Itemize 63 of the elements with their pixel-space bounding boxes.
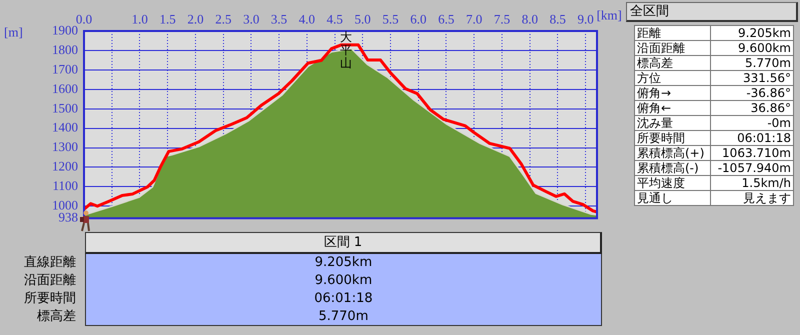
text: 距離	[634, 26, 711, 40]
y-tick-label: 1300	[52, 139, 78, 154]
text: 36.86°	[710, 100, 794, 116]
text: 9.600km	[84, 272, 602, 290]
text: 平均速度	[634, 176, 711, 190]
text: 区間 1	[85, 232, 602, 254]
text: 06:01:18	[84, 290, 602, 308]
text: 俯角→	[634, 86, 711, 100]
text: 1063.710m	[710, 146, 794, 160]
text: 06:01:18	[710, 130, 794, 146]
y-tick-label: 1500	[52, 100, 78, 116]
y-tick-label: 1800	[52, 42, 78, 57]
x-tick-label: 1.5	[159, 12, 176, 27]
x-tick-label: 4.5	[326, 12, 343, 27]
text: 見通し	[634, 190, 711, 206]
x-tick-label: 0.0	[76, 12, 92, 27]
text: -0m	[710, 116, 794, 130]
text: 標高差	[36, 308, 77, 326]
text: 9.205km	[710, 26, 794, 40]
x-tick-label: 2.5	[215, 12, 232, 27]
x-tick-label: 4.0	[298, 12, 316, 27]
x-tick-label: 1.0	[132, 12, 148, 27]
text: 9.205km	[84, 254, 602, 272]
text: 全区間	[626, 2, 798, 22]
y-tick-label: 1400	[52, 120, 78, 135]
x-tick-label: 8.5	[550, 12, 566, 27]
text: 見えます	[710, 190, 794, 206]
text: 標高差	[634, 56, 711, 70]
text: 方位	[634, 70, 711, 86]
x-tick-label: 6.5	[438, 12, 454, 27]
text: 沈み量	[634, 116, 711, 130]
x-tick-label: 7.5	[494, 12, 510, 27]
text: -1057.940m	[710, 160, 794, 176]
x-tick-label: 3.0	[243, 12, 260, 27]
text: 5.770m	[710, 56, 794, 70]
x-tick-label: 8.0	[522, 12, 538, 27]
y-tick-label: 1700	[52, 61, 78, 76]
x-tick-label: 3.5	[270, 12, 288, 27]
text: 沿面距離	[634, 40, 711, 56]
text: 5.770m	[84, 308, 602, 326]
y-tick-label: 1100	[52, 178, 78, 194]
x-tick-label: 7.0	[466, 12, 482, 27]
x-axis-title: [km]	[596, 7, 622, 22]
text: 沿面距離	[22, 272, 77, 290]
x-tick-label: 5.0	[354, 12, 371, 27]
text: 所要時間	[22, 290, 77, 308]
text: 331.56°	[710, 70, 794, 86]
text: 直線距離	[22, 254, 77, 272]
x-tick-label: 5.5	[382, 12, 399, 27]
text: 所要時間	[634, 130, 711, 146]
text: 1.5km/h	[710, 176, 794, 190]
x-tick-label: 9.0	[577, 12, 594, 27]
y-tick-label: 1200	[52, 158, 78, 174]
x-tick-label: 2.0	[187, 12, 204, 27]
y-tick-label: 1900	[52, 22, 78, 38]
y-axis-title: [m]	[4, 24, 23, 40]
text: 累積標高(+)	[634, 146, 711, 160]
text: 累積標高(-)	[634, 160, 711, 176]
text: 俯角←	[634, 100, 711, 116]
x-tick-label: 6.0	[410, 12, 427, 27]
text: 9.600km	[710, 40, 794, 56]
text: -36.86°	[710, 86, 794, 100]
y-tick-label: 1600	[52, 80, 78, 96]
